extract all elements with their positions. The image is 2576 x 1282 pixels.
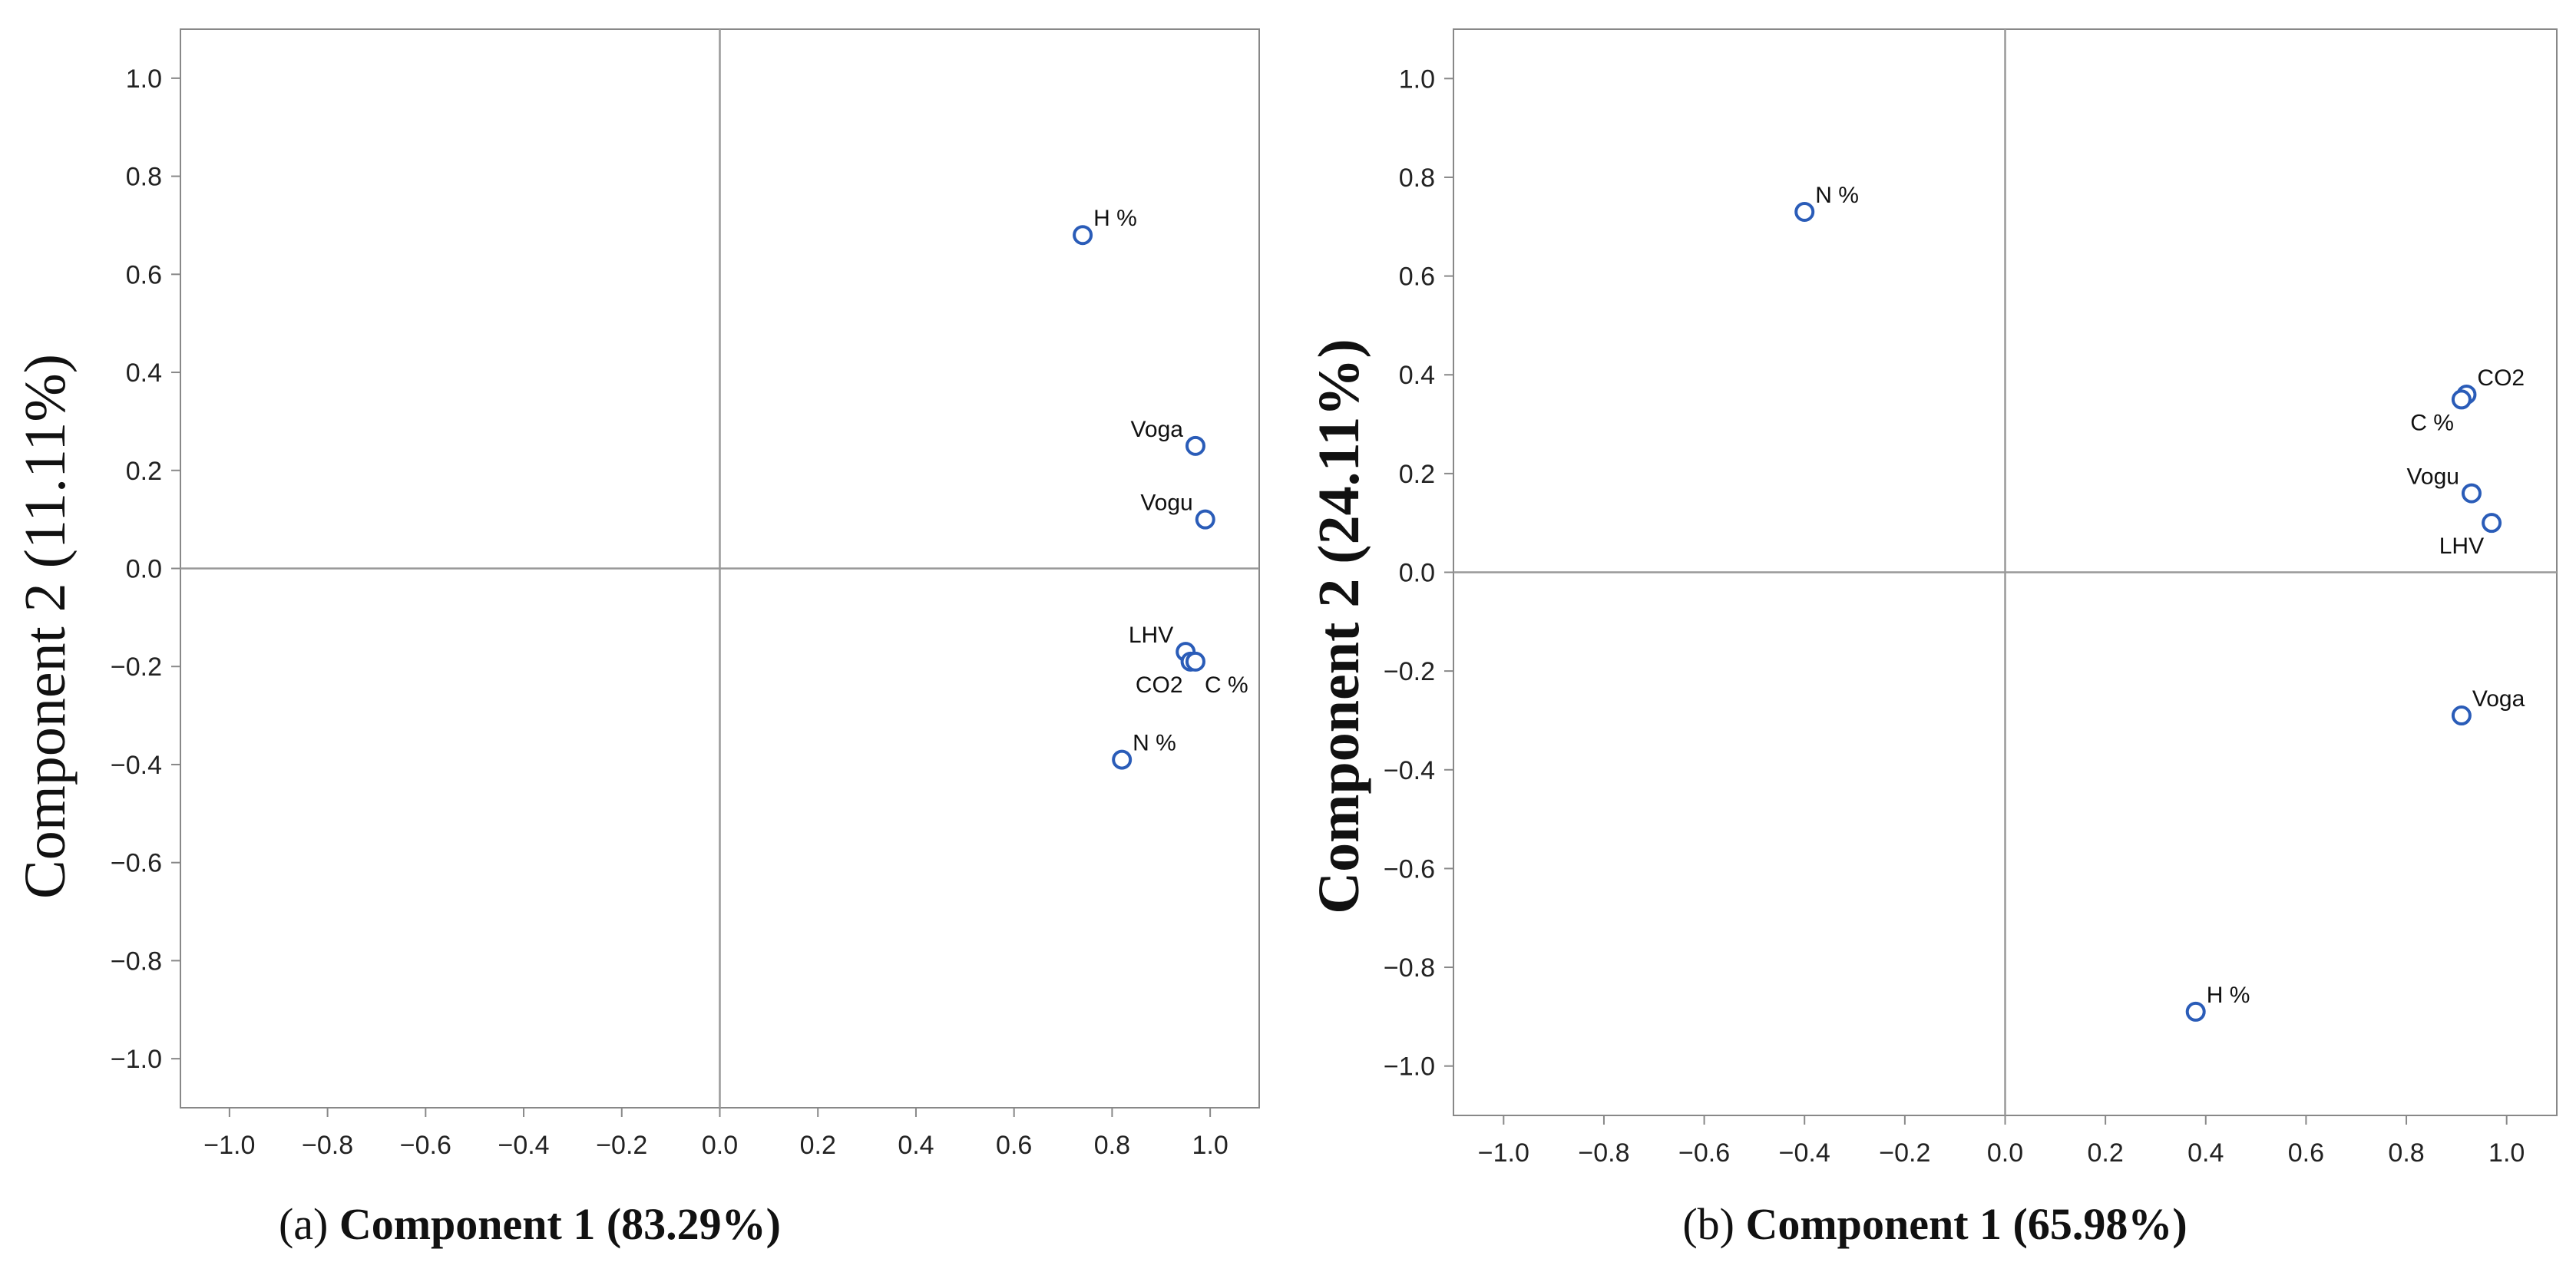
y-tick-label: 0.8 bbox=[1399, 164, 1435, 193]
point-label: Voga bbox=[2472, 686, 2525, 712]
panel-label: (b) bbox=[1682, 1199, 1745, 1249]
x-tick-label: 0.8 bbox=[1094, 1131, 1130, 1160]
x-tick-label: 0.2 bbox=[2088, 1138, 2124, 1168]
x-axis-title: (b) Component 1 (65.98%) bbox=[1682, 1199, 2187, 1249]
y-tick-label: 1.0 bbox=[1399, 64, 1435, 94]
data-point bbox=[2461, 483, 2482, 504]
x-tick-label: 0.6 bbox=[2288, 1138, 2324, 1168]
point-label: H % bbox=[2207, 983, 2250, 1008]
data-point bbox=[1185, 435, 1205, 456]
point-label: N % bbox=[1815, 183, 1859, 208]
y-tick-label: 0.4 bbox=[1399, 361, 1435, 390]
x-tick-label: 0.4 bbox=[2187, 1138, 2224, 1168]
x-tick-label: −0.6 bbox=[1678, 1138, 1730, 1168]
point-label: C % bbox=[1205, 672, 1248, 698]
data-point bbox=[2482, 513, 2502, 534]
y-tick-label: 0.6 bbox=[126, 260, 162, 289]
y-tick-label: 1.0 bbox=[126, 64, 162, 94]
y-tick-label: 0.4 bbox=[126, 358, 162, 388]
data-point bbox=[1112, 749, 1133, 770]
point-label: Voga bbox=[1131, 417, 1184, 442]
point-label: LHV bbox=[1129, 623, 1173, 648]
x-axis-title: (a) Component 1 (83.29%) bbox=[279, 1199, 781, 1249]
point-label: LHV bbox=[2439, 534, 2484, 559]
panel-a: −1.0 −0.8 −0.6 −0.4 −0.2 0.0 0.2 0.4 0.6 0.8 1.0 1.… bbox=[13, 28, 1260, 1249]
y-tick-label: −0.6 bbox=[1384, 854, 1435, 884]
x-tick-label: 0.0 bbox=[702, 1131, 738, 1160]
point-label: CO2 bbox=[2477, 365, 2525, 391]
data-point bbox=[2451, 705, 2472, 726]
point-label: Vogu bbox=[1140, 491, 1192, 516]
point-label: N % bbox=[1133, 731, 1176, 756]
panel-b: −1.0 −0.8 −0.6 −0.4 −0.2 0.0 0.2 0.4 0.6 0.8 1.0 1.… bbox=[1307, 28, 2558, 1249]
x-tick-label: −0.8 bbox=[302, 1131, 353, 1160]
data-point bbox=[1794, 201, 1815, 222]
x-tick-label: −0.4 bbox=[498, 1131, 549, 1160]
point-label: C % bbox=[2410, 410, 2454, 435]
x-tick-label: −1.0 bbox=[203, 1131, 255, 1160]
y-tick-label: −0.6 bbox=[111, 849, 162, 878]
y-tick-label: −1.0 bbox=[111, 1045, 162, 1074]
x-axis-title-text: Component 1 (83.29%) bbox=[339, 1199, 781, 1249]
x-tick-label: −0.4 bbox=[1779, 1138, 1830, 1168]
x-tick-label: −1.0 bbox=[1478, 1138, 1529, 1168]
y-tick-label: 0.6 bbox=[1399, 263, 1435, 292]
y-tick-label: 0.0 bbox=[126, 555, 162, 584]
x-tick-label: 1.0 bbox=[1192, 1131, 1228, 1160]
y-tick-label: −0.2 bbox=[1384, 657, 1435, 686]
x-tick-label: 1.0 bbox=[2488, 1138, 2525, 1168]
x-tick-label: 0.2 bbox=[800, 1131, 836, 1160]
data-point bbox=[1073, 225, 1093, 246]
y-tick-label: −0.4 bbox=[1384, 756, 1435, 785]
x-tick-label: 0.4 bbox=[898, 1131, 934, 1160]
data-point bbox=[2185, 1001, 2206, 1022]
x-tick-label: 0.0 bbox=[1987, 1138, 2023, 1168]
point-label: Vogu bbox=[2407, 464, 2459, 490]
y-tick-label: −0.8 bbox=[111, 947, 162, 976]
y-tick-label: −1.0 bbox=[1384, 1052, 1435, 1082]
y-tick-label: 0.2 bbox=[1399, 460, 1435, 489]
x-tick-label: −0.6 bbox=[400, 1131, 451, 1160]
data-point bbox=[1195, 509, 1215, 530]
x-tick-label: −0.8 bbox=[1578, 1138, 1629, 1168]
point-label: H % bbox=[1093, 206, 1137, 231]
y-tick-label: −0.8 bbox=[1384, 953, 1435, 983]
x-tick-label: −0.2 bbox=[1879, 1138, 1930, 1168]
y-tick-label: 0.0 bbox=[1399, 559, 1435, 588]
x-tick-label: 0.6 bbox=[996, 1131, 1032, 1160]
data-point bbox=[2451, 389, 2472, 410]
y-axis-title: Component 2 (11.11%) bbox=[13, 354, 78, 899]
x-tick-label: −0.2 bbox=[596, 1131, 647, 1160]
x-tick-label: 0.8 bbox=[2388, 1138, 2424, 1168]
point-label: CO2 bbox=[1136, 672, 1183, 698]
y-tick-label: −0.2 bbox=[111, 653, 162, 682]
data-point bbox=[1185, 651, 1205, 672]
y-tick-label: 0.8 bbox=[126, 163, 162, 192]
panel-label: (a) bbox=[279, 1199, 339, 1249]
y-tick-label: 0.2 bbox=[126, 457, 162, 486]
y-tick-label: −0.4 bbox=[111, 751, 162, 780]
y-axis-title: Component 2 (24.11%) bbox=[1307, 339, 1371, 914]
x-axis-title-text: Component 1 (65.98%) bbox=[1745, 1199, 2187, 1249]
